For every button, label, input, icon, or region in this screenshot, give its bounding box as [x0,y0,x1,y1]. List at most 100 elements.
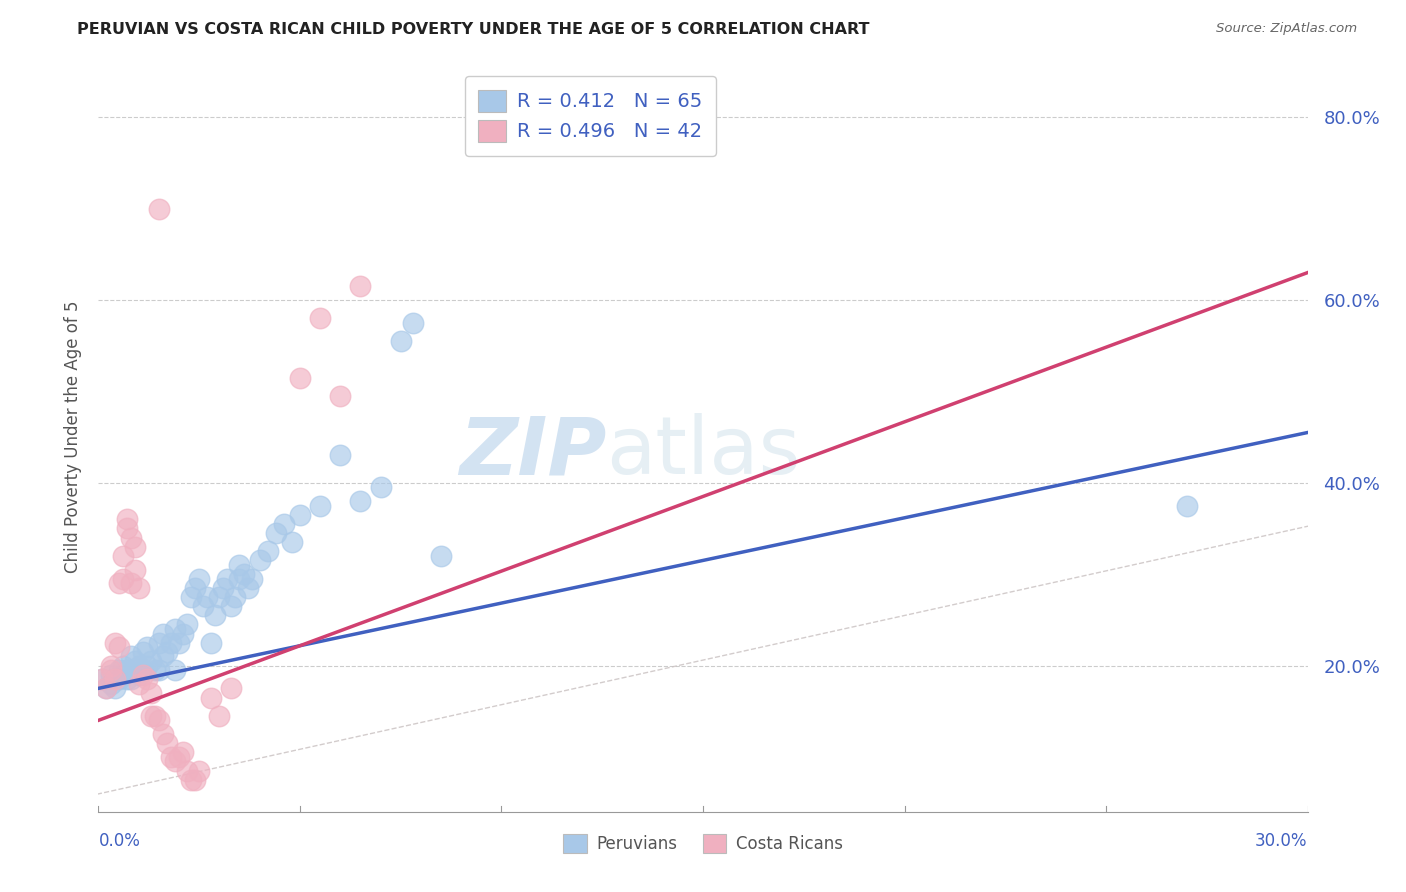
Point [163,663,186,677]
Point [288,508,311,522]
Point [167,635,190,649]
Point [1175,499,1198,513]
Point [107,576,129,591]
Legend: Peruvians, Costa Ricans: Peruvians, Costa Ricans [557,827,849,860]
Point [184,772,207,787]
Point [163,755,186,769]
Point [228,558,250,572]
Point [120,531,142,545]
Point [120,649,142,664]
Point [232,567,254,582]
Point [349,279,371,293]
Point [96,681,118,696]
Point [309,311,332,326]
Point [402,316,425,330]
Point [148,663,170,677]
Point [143,708,166,723]
Point [172,745,194,759]
Point [156,645,179,659]
Point [288,370,311,384]
Text: 30.0%: 30.0% [1256,832,1308,850]
Point [135,640,157,655]
Point [107,640,129,655]
Point [124,663,146,677]
Point [132,667,155,681]
Point [103,681,125,696]
Point [152,727,174,741]
Point [124,654,146,668]
Point [430,549,453,563]
Point [176,764,198,778]
Point [139,654,162,668]
Point [135,658,157,673]
Point [204,608,226,623]
Point [200,690,222,705]
Point [115,512,138,526]
Point [240,572,263,586]
Point [160,750,183,764]
Point [111,658,134,673]
Point [124,540,146,554]
Point [103,672,125,686]
Point [124,563,146,577]
Point [100,658,122,673]
Point [111,667,134,681]
Point [120,672,142,686]
Point [128,667,150,681]
Text: atlas: atlas [606,413,800,491]
Point [111,572,134,586]
Point [217,572,239,586]
Point [188,764,211,778]
Point [148,635,170,649]
Point [329,389,352,403]
Point [208,590,231,604]
Point [128,658,150,673]
Point [115,672,138,686]
Point [184,581,207,595]
Point [256,544,278,558]
Point [249,553,271,567]
Point [100,663,122,677]
Point [148,714,170,728]
Point [188,572,211,586]
Text: ZIP: ZIP [458,413,606,491]
Point [195,590,218,604]
Point [107,672,129,686]
Point [221,681,243,696]
Point [370,480,392,494]
Point [281,535,304,549]
Point [329,448,352,462]
Point [193,599,215,614]
Point [96,681,118,696]
Text: PERUVIAN VS COSTA RICAN CHILD POVERTY UNDER THE AGE OF 5 CORRELATION CHART: PERUVIAN VS COSTA RICAN CHILD POVERTY UN… [77,22,870,37]
Point [139,686,162,700]
Point [91,672,114,686]
Point [224,590,246,604]
Y-axis label: Child Poverty Under the Age of 5: Child Poverty Under the Age of 5 [63,301,82,574]
Point [135,672,157,686]
Point [100,667,122,681]
Text: Source: ZipAtlas.com: Source: ZipAtlas.com [1216,22,1357,36]
Point [309,499,332,513]
Point [273,516,295,531]
Point [389,334,412,348]
Point [128,677,150,691]
Point [100,677,122,691]
Point [236,581,259,595]
Point [128,581,150,595]
Point [349,494,371,508]
Point [120,576,142,591]
Point [103,635,125,649]
Point [208,708,231,723]
Point [115,663,138,677]
Point [200,635,222,649]
Point [111,549,134,563]
Point [167,750,190,764]
Point [221,599,243,614]
Point [152,649,174,664]
Point [176,617,198,632]
Point [148,202,170,216]
Point [91,672,114,686]
Point [180,772,202,787]
Point [160,635,183,649]
